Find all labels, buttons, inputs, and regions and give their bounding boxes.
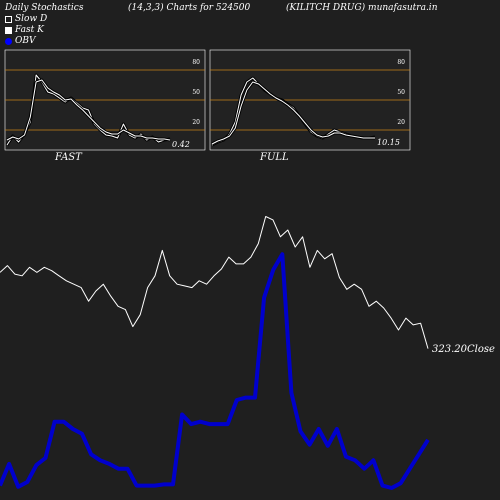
- obv-line: [0, 252, 430, 490]
- tick-label-full-80: 80: [397, 59, 405, 66]
- close-price-line: [0, 216, 429, 349]
- legend-item-slow-d: Slow D: [5, 14, 47, 24]
- legend-swatch-obv: [5, 37, 12, 45]
- chart-title: Daily Stochastics: [5, 3, 84, 13]
- tick-label-full-50: 50: [397, 89, 405, 96]
- legend-item-fast-k: Fast K: [5, 25, 44, 35]
- last-value-full: 10.15: [377, 138, 400, 147]
- series-line-fast-1: [6, 79, 171, 141]
- series-line-full-1: [211, 81, 375, 145]
- chart-symbol: (KILITCH DRUG) munafasutra.in: [286, 3, 438, 13]
- tick-label-fast-20: 20: [192, 119, 200, 126]
- last-value-fast: 0.42: [172, 140, 190, 149]
- chart-params: (14,3,3) Charts for 524500: [128, 3, 251, 13]
- legend-item-obv: OBV: [5, 36, 36, 46]
- tick-label-fast-50: 50: [192, 89, 200, 96]
- legend-label-obv: OBV: [15, 36, 36, 46]
- tick-label-fast-80: 80: [192, 59, 200, 66]
- panel-label-fast: FAST: [54, 152, 83, 163]
- panel-label-full: FULL: [259, 152, 289, 163]
- legend-swatch-slow-d: [5, 15, 12, 23]
- tick-label-full-20: 20: [397, 119, 405, 126]
- legend-label-fast-k: Fast K: [15, 25, 44, 35]
- close-last-value-label: 323.20Close: [432, 344, 495, 355]
- legend-label-slow-d: Slow D: [15, 14, 48, 24]
- legend-swatch-fast-k: [5, 26, 12, 34]
